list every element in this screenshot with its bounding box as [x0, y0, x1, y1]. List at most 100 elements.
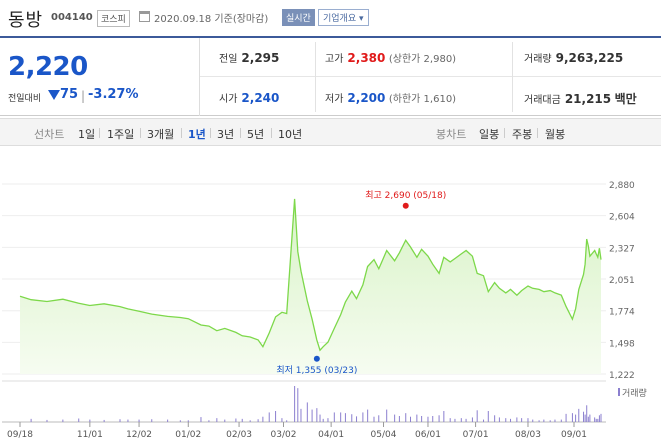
y-tick-label: 2,880 — [609, 181, 635, 191]
price-chart[interactable]: 2,880 2,604 2,327 2,051 1,774 1,498 1,222 최고 2,… — [0, 146, 661, 445]
volume-bar — [241, 418, 243, 422]
volume-bar — [249, 420, 251, 422]
volume-bar — [405, 413, 407, 422]
divider — [181, 128, 182, 138]
price-area — [20, 198, 601, 374]
divider: | — [81, 89, 86, 103]
volume-bar — [294, 386, 296, 422]
volume-bar — [386, 409, 388, 422]
volume: 거래량 9,263,225 — [524, 50, 623, 65]
current-price-panel: 2,220 전일대비 75 | -3.27% — [0, 38, 200, 116]
volume-bar — [257, 419, 259, 422]
volume-bar — [103, 419, 105, 422]
tab-3m[interactable]: 3개월 — [147, 128, 175, 141]
volume-bar — [151, 419, 153, 422]
divider — [504, 128, 505, 138]
calendar-icon — [139, 11, 150, 22]
chart-period-tabs: 선차트 1일 1주일 3개월 1년 3년 5년 10년 봉차트 일봉 주봉 월봉 — [0, 118, 661, 146]
volume-bar — [127, 419, 129, 422]
tab-daily[interactable]: 일봉 — [479, 128, 500, 141]
tab-1d[interactable]: 1일 — [78, 128, 96, 141]
high-value: 2,380 — [347, 51, 386, 65]
volume-bar — [578, 408, 580, 422]
line-chart-label: 선차트 — [34, 128, 65, 141]
volume-bar — [571, 413, 573, 422]
volume-bar — [586, 405, 588, 422]
price-line — [19, 198, 602, 352]
current-price: 2,220 — [8, 52, 88, 82]
trade-amount: 거래대금 21,215 백만 — [524, 90, 637, 107]
volume-bar — [268, 412, 270, 422]
divider — [210, 128, 211, 138]
volume-bar — [471, 417, 473, 422]
volume-bar — [421, 416, 423, 422]
volume-bar — [427, 416, 429, 422]
divider — [140, 128, 141, 138]
x-tick-label: 11/01 — [77, 430, 103, 440]
divider — [537, 128, 538, 138]
x-tick-label: 09/18 — [7, 430, 33, 440]
volume-bar — [224, 419, 226, 422]
volume-bar — [575, 414, 577, 422]
volume-bar — [532, 419, 534, 422]
volume-bar — [275, 411, 277, 422]
corp-overview-dropdown[interactable]: 기업개요 ▾ — [318, 9, 369, 26]
volume-bar — [119, 419, 121, 422]
volume-bar — [505, 418, 507, 422]
tab-10y[interactable]: 10년 — [278, 128, 303, 141]
volume-value: 9,263,225 — [555, 51, 624, 65]
base-date: 2020.09.18 기준(장마감) — [154, 14, 269, 25]
stock-name: 동방 — [8, 10, 44, 31]
volume-bar — [367, 409, 369, 422]
x-tick-label: 01/02 — [175, 430, 201, 440]
stock-code: 004140 — [51, 12, 93, 23]
x-tick-label: 12/02 — [126, 430, 152, 440]
price-change-percent: -3.27% — [88, 87, 139, 102]
trade-amount-value: 21,215 — [564, 92, 612, 106]
tab-weekly[interactable]: 주봉 — [512, 128, 533, 141]
volume-bar — [235, 418, 237, 422]
volume-bar — [30, 418, 32, 422]
volume-bar — [416, 414, 418, 422]
volume-label: 거래량 — [524, 54, 552, 65]
tab-1w[interactable]: 1주일 — [107, 128, 135, 141]
volume-bar — [200, 417, 202, 422]
volume-bar — [410, 416, 412, 422]
tab-monthly[interactable]: 월봉 — [545, 128, 566, 141]
x-tick-label: 03/02 — [271, 430, 297, 440]
volume-bar — [62, 419, 64, 422]
down-arrow-icon — [48, 90, 60, 100]
volume-bar — [319, 414, 321, 422]
divider — [512, 42, 513, 112]
volume-bar — [516, 417, 518, 422]
volume-bar — [538, 420, 540, 422]
volume-bar — [494, 415, 496, 422]
volume-bar — [583, 411, 585, 422]
volume-bar — [179, 420, 181, 422]
volume-bar — [398, 416, 400, 422]
volume-bar — [510, 418, 512, 422]
volume-bar — [46, 419, 48, 422]
divider — [200, 76, 661, 77]
low-price: 저가 2,200 (하한가 1,610) — [325, 90, 456, 105]
tab-1y[interactable]: 1년 — [188, 128, 206, 141]
volume-bar — [543, 419, 545, 422]
volume-bar — [554, 419, 556, 422]
open-label: 시가 — [219, 94, 238, 105]
volume-legend-swatch — [618, 388, 620, 396]
volume-bar — [340, 412, 342, 422]
tab-3y[interactable]: 3년 — [217, 128, 235, 141]
price-chart-svg: 2,880 2,604 2,327 2,051 1,774 1,498 1,222 최고 2,… — [2, 181, 647, 440]
high-label: 최고 2,690 (05/18) — [365, 190, 446, 201]
volume-bar — [208, 420, 210, 422]
realtime-button[interactable]: 실시간 — [282, 9, 315, 26]
candle-chart-label: 봉차트 — [436, 128, 467, 141]
tab-5y[interactable]: 5년 — [247, 128, 265, 141]
volume-bar — [187, 420, 189, 422]
volume-bar — [565, 413, 567, 422]
x-tick-label: 08/03 — [515, 430, 541, 440]
volume-bar — [281, 418, 283, 422]
volume-bar — [138, 419, 140, 422]
volume-bar — [487, 411, 489, 422]
volume-bar — [454, 418, 456, 422]
